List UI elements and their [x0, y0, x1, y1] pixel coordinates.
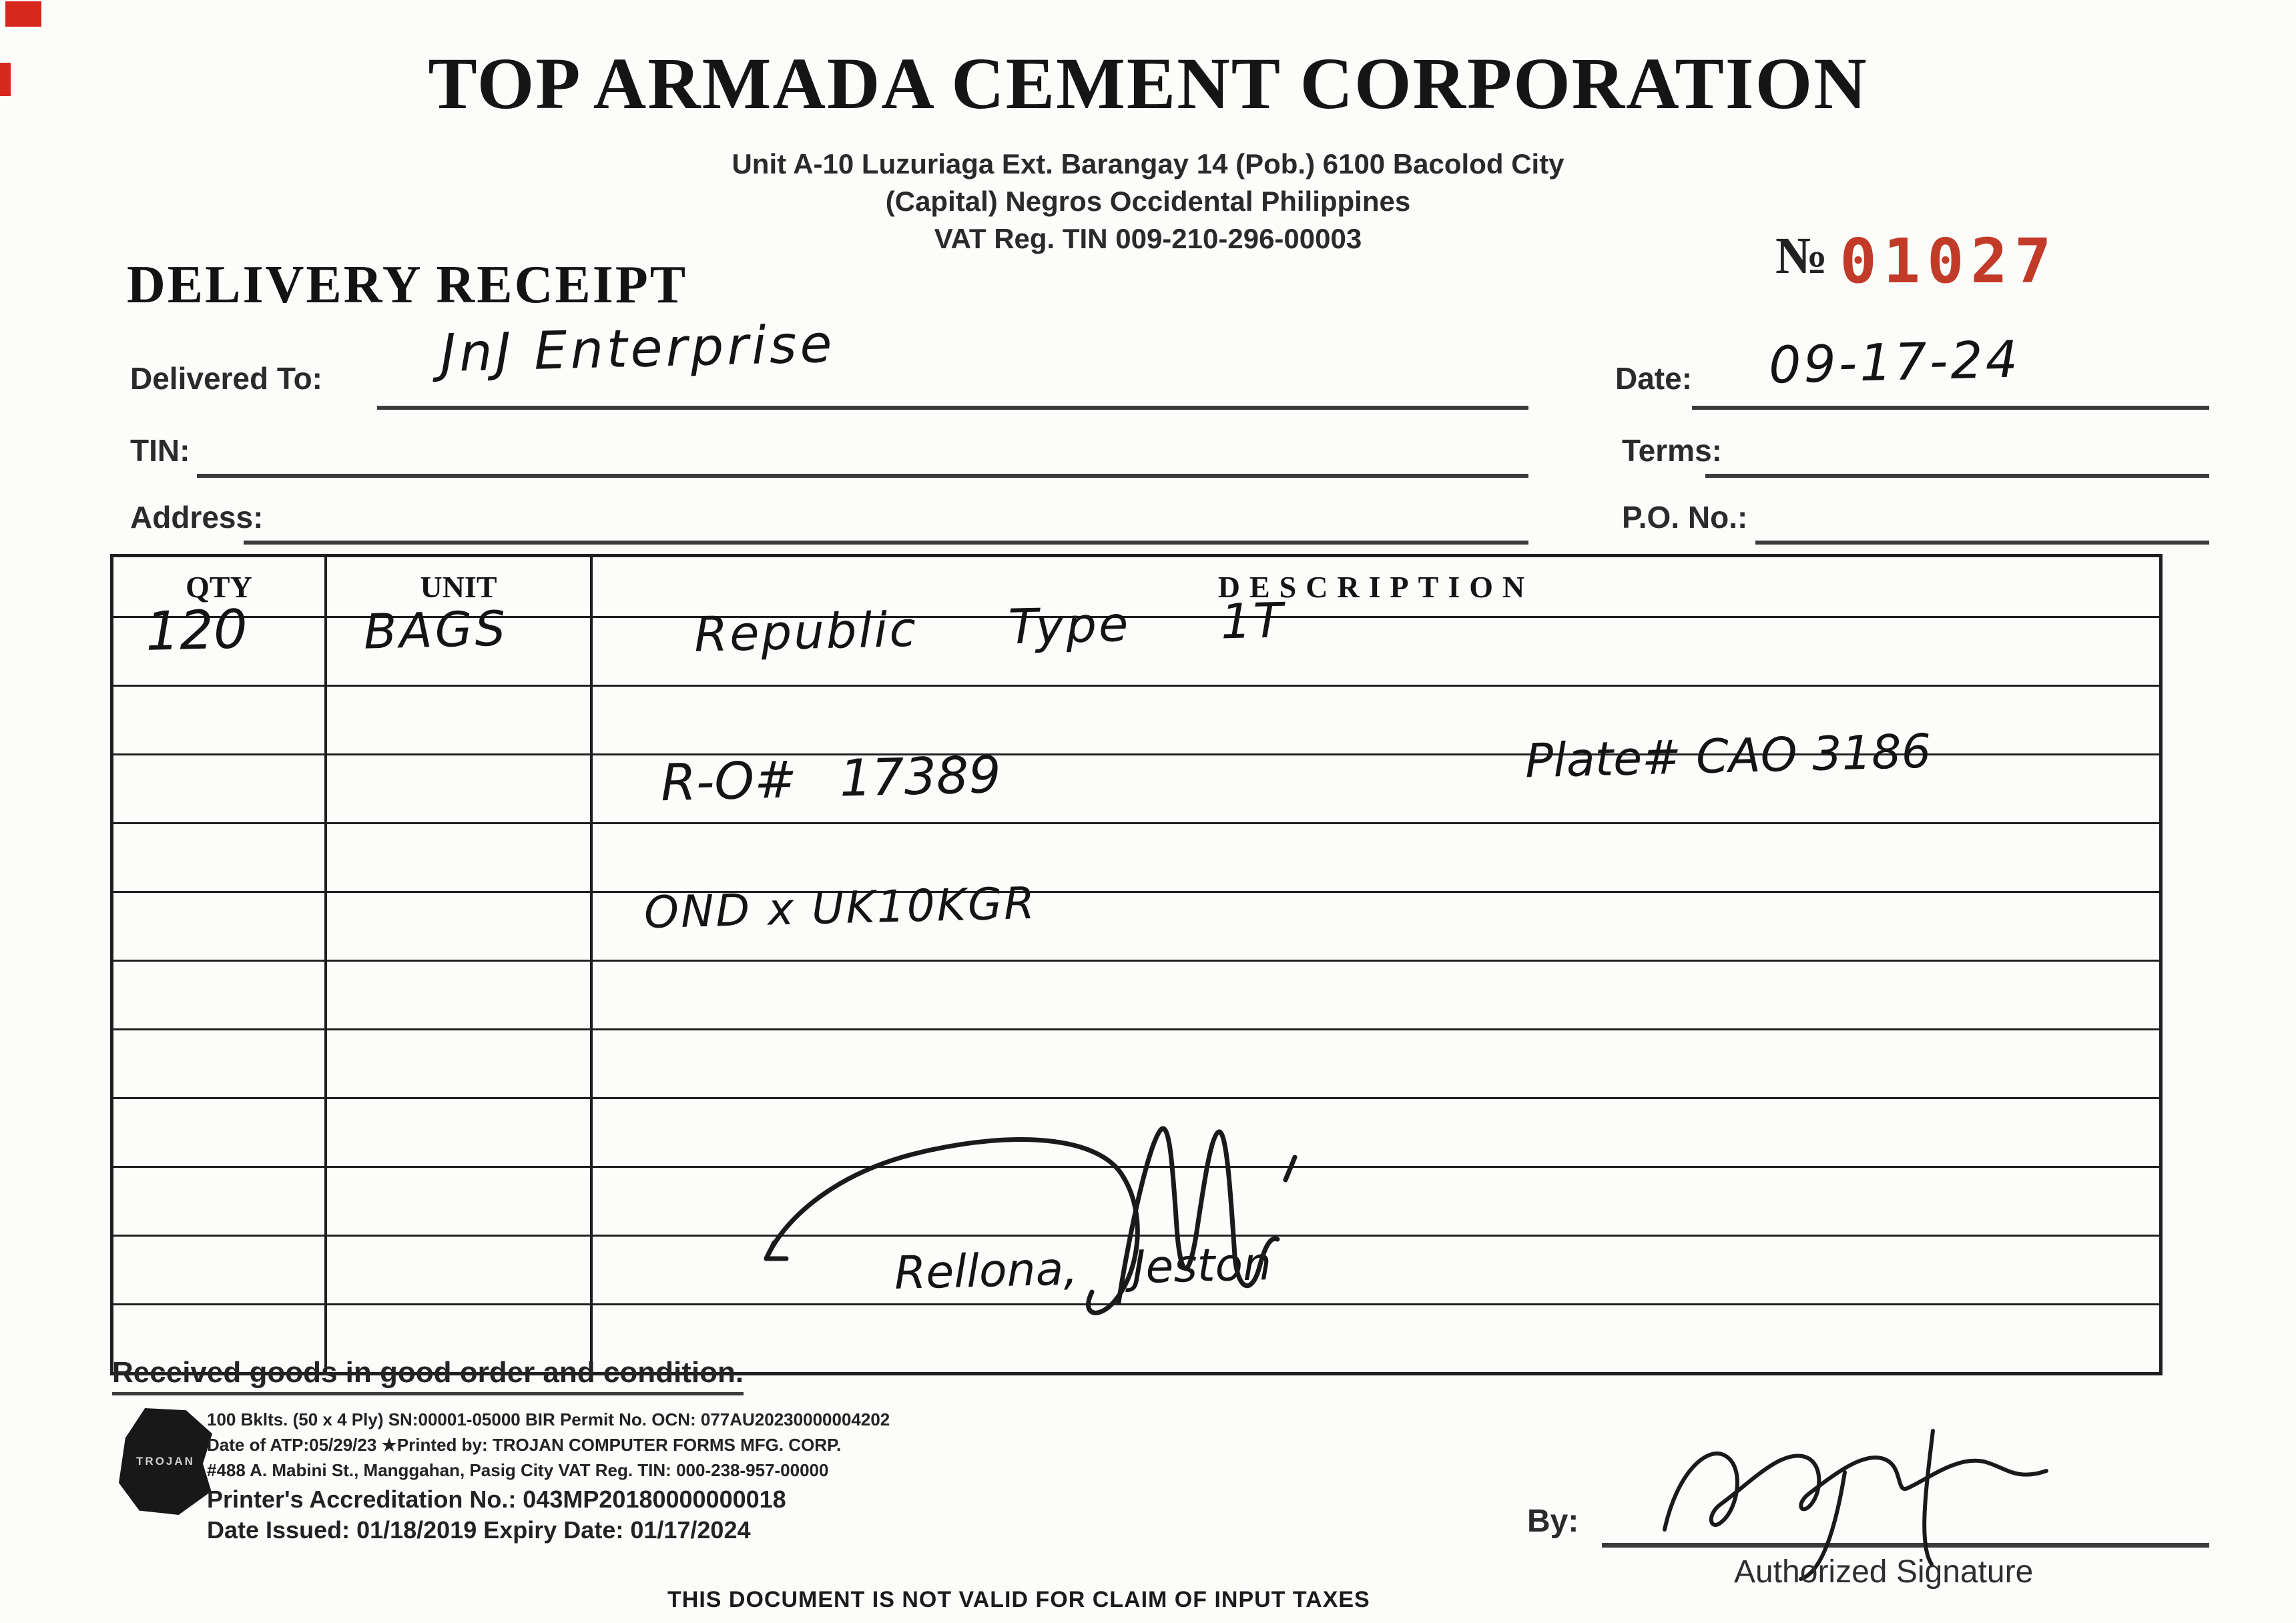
table-row	[113, 960, 2159, 1028]
po-no-label: P.O. No.:	[1622, 500, 1748, 535]
terms-line	[1705, 474, 2209, 478]
table-row	[113, 891, 2159, 960]
unit-handwritten: BAGS	[363, 600, 509, 660]
date-handwritten: 09-17-24	[1767, 329, 2021, 395]
by-label: By:	[1527, 1504, 1579, 1539]
plate-number-handwritten: Plate# CAO 3186	[1524, 723, 1932, 789]
tin-label: TIN:	[130, 433, 190, 468]
description-header: DESCRIPTION	[1217, 569, 1534, 604]
table-row	[113, 822, 2159, 891]
table-cell	[113, 1305, 327, 1372]
po-no-line	[1755, 541, 2209, 545]
scan-mark-left-edge	[0, 63, 11, 96]
table-row	[113, 1097, 2159, 1166]
receiver-signature	[764, 1126, 1298, 1315]
authorized-signature	[1663, 1429, 2048, 1581]
date-line	[1692, 406, 2209, 410]
table-row	[113, 1028, 2159, 1097]
qty-header: QTY	[113, 557, 327, 616]
disclaimer: THIS DOCUMENT IS NOT VALID FOR CLAIM OF …	[667, 1587, 1370, 1612]
terms-label: Terms:	[1622, 433, 1722, 468]
table-cell	[327, 824, 593, 891]
authorized-signature-label: Authorized Signature	[1734, 1554, 2034, 1590]
address-label: Address:	[130, 500, 264, 535]
fine-print-line1: 100 Bklts. (50 x 4 Ply) SN:00001-05000 B…	[207, 1409, 890, 1429]
delivered-to-label: Delivered To:	[130, 361, 322, 396]
fine-print-line3: #488 A. Mabini St., Manggahan, Pasig Cit…	[207, 1460, 829, 1480]
issue-expiry-dates: Date Issued: 01/18/2019 Expiry Date: 01/…	[207, 1516, 751, 1544]
spec-code-handwritten: OND x UK10KGR	[643, 877, 1037, 939]
received-note: Received goods in good order and conditi…	[112, 1356, 744, 1395]
ro-number-handwritten: R-O# 17389	[659, 744, 1002, 813]
table-cell	[327, 1099, 593, 1166]
fine-print-line2-printer: TROJAN COMPUTER FORMS MFG. CORP.	[492, 1435, 842, 1455]
scan-mark-top-left	[5, 1, 41, 27]
table-row	[113, 753, 2159, 822]
table-cell	[113, 687, 327, 753]
table-row	[113, 1166, 2159, 1235]
unit-header: UNIT	[327, 557, 593, 616]
company-name: TOP ARMADA CEMENT CORPORATION	[428, 43, 1868, 124]
table-cell	[113, 824, 327, 891]
qty-handwritten: 120	[144, 598, 248, 663]
table-cell	[113, 1237, 327, 1303]
table-row	[113, 616, 2159, 685]
table-cell	[327, 618, 593, 685]
printer-accreditation: Printer's Accreditation No.: 043MP201800…	[207, 1486, 786, 1513]
delivered-to-handwritten: JnJ Enterprise	[439, 314, 836, 384]
table-cell	[113, 1168, 327, 1235]
fine-print-line2: Date of ATP:05/29/23 ★Printed by: TROJAN…	[207, 1435, 841, 1455]
receipt-number-value: 01027	[1839, 226, 2058, 297]
fine-print-line2-prefix: Date of ATP:05/29/23 ★Printed by:	[207, 1435, 493, 1455]
table-cell	[113, 1099, 327, 1166]
company-address-line2: (Capital) Negros Occidental Philippines	[885, 186, 1411, 217]
table-cell	[327, 755, 593, 822]
date-label: Date:	[1615, 361, 1693, 396]
table-row	[113, 1303, 2159, 1372]
address-line	[244, 541, 1528, 545]
table-row	[113, 685, 2159, 753]
table-cell	[113, 893, 327, 960]
table-cell	[327, 962, 593, 1028]
table-cell	[593, 1030, 2159, 1097]
company-address-line1: Unit A-10 Luzuriaga Ext. Barangay 14 (Po…	[732, 148, 1564, 180]
table-cell	[593, 962, 2159, 1028]
numero-symbol: №	[1775, 226, 1828, 284]
table-cell	[593, 824, 2159, 891]
table-cell	[113, 755, 327, 822]
table-cell	[327, 687, 593, 753]
table-cell	[327, 1168, 593, 1235]
authorized-signature-line	[1602, 1543, 2209, 1548]
trojan-printer-logo: TROJAN	[119, 1408, 212, 1515]
table-header-row: QTY UNIT DESCRIPTION	[113, 557, 2159, 616]
table-cell	[327, 1305, 593, 1372]
table-cell	[113, 962, 327, 1028]
delivered-to-line	[377, 406, 1528, 410]
table-cell	[327, 1237, 593, 1303]
receipt-number: № 01027	[1775, 226, 2058, 297]
table-cell	[113, 618, 327, 685]
document-title: DELIVERY RECEIPT	[127, 256, 688, 314]
tin-line	[197, 474, 1528, 478]
table-cell	[327, 1030, 593, 1097]
company-vat-line: VAT Reg. TIN 009-210-296-00003	[934, 223, 1362, 254]
table-cell	[327, 893, 593, 960]
table-cell	[113, 1030, 327, 1097]
